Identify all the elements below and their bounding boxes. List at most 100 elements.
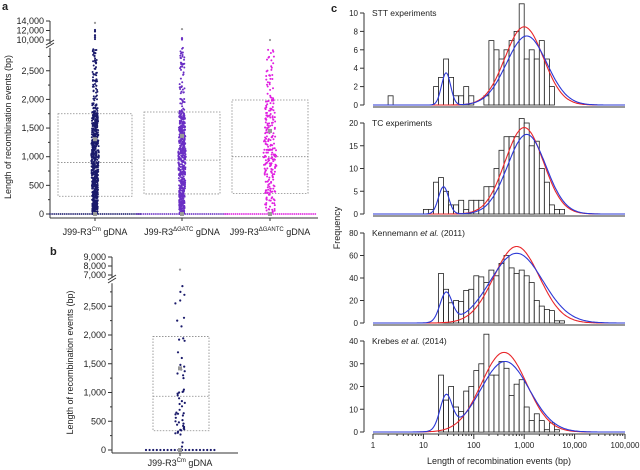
data-point (184, 148, 187, 150)
data-point (182, 149, 185, 152)
y-tick-label: 12,000 (16, 26, 44, 36)
data-point (94, 119, 97, 122)
y-axis-label: Length of recombination events (bp) (3, 55, 13, 199)
data-point (272, 153, 275, 156)
data-point (94, 49, 97, 52)
x-tick-label: 100,000 (611, 441, 640, 450)
data-point (91, 174, 93, 177)
data-point (314, 213, 317, 215)
data-point (257, 213, 260, 215)
axis-break-mark (45, 39, 55, 49)
data-point (178, 194, 181, 197)
histogram-bar (523, 406, 530, 433)
histogram-bar (458, 95, 465, 106)
data-point (183, 177, 186, 180)
data-point (94, 184, 97, 187)
data-point (273, 190, 276, 193)
data-point (267, 124, 269, 127)
data-point (266, 92, 269, 95)
data-point (183, 114, 186, 117)
data-point (94, 79, 97, 82)
y-tick-label: 0 (354, 428, 359, 437)
panel-label-c: c (331, 3, 337, 15)
mean-marker (178, 366, 182, 371)
data-point (268, 81, 271, 84)
subplot: 0 2 4 6 8 10 STT experiments (349, 3, 625, 110)
data-point (148, 448, 151, 452)
histogram-bar (528, 49, 535, 106)
data-point (179, 299, 182, 302)
data-point (271, 134, 274, 137)
data-point (264, 189, 267, 192)
data-point (94, 135, 96, 138)
data-point (92, 60, 95, 63)
data-point (177, 154, 180, 157)
histogram-bar (458, 199, 465, 215)
data-point (95, 59, 98, 61)
data-point (272, 118, 275, 121)
data-point (264, 213, 266, 215)
data-point (179, 54, 182, 57)
histogram-bar (443, 58, 450, 106)
data-point (91, 191, 94, 194)
data-point (95, 84, 98, 87)
data-point (264, 180, 267, 183)
data-point (182, 112, 185, 115)
data-point (173, 448, 176, 452)
data-point (159, 448, 162, 452)
data-point (181, 81, 184, 84)
data-point (96, 112, 99, 115)
mean-marker (93, 137, 97, 142)
data-point (91, 133, 94, 136)
data-point (182, 71, 185, 74)
subplot: 0 20 40 60 80 Kennemann et al. (2011) (349, 228, 625, 328)
data-point (179, 77, 182, 80)
y-tick-label: 8,000 (83, 261, 106, 271)
data-point (181, 414, 184, 417)
min-marker (178, 448, 182, 452)
data-point (182, 170, 185, 173)
data-point (78, 213, 81, 215)
data-point (270, 157, 273, 160)
data-point (266, 122, 269, 125)
data-point (299, 213, 302, 215)
y-tick-label: 0 (354, 101, 359, 110)
data-point (116, 213, 119, 215)
histogram-bar (549, 204, 555, 215)
data-point (165, 213, 168, 215)
data-point (271, 176, 274, 179)
data-point (176, 213, 178, 215)
data-point (266, 103, 269, 106)
data-point (269, 187, 272, 190)
data-point (179, 92, 182, 95)
data-point (96, 126, 99, 129)
data-point (177, 167, 180, 170)
data-point (211, 213, 214, 215)
data-point (128, 213, 131, 215)
data-point (183, 293, 186, 296)
data-point (91, 145, 94, 148)
data-point (93, 165, 96, 168)
data-point (182, 377, 185, 380)
data-point (274, 155, 277, 158)
data-point (176, 351, 180, 354)
data-point (120, 213, 123, 215)
data-point (272, 132, 275, 135)
fit-curve-blue (373, 133, 625, 215)
data-point (94, 173, 97, 176)
data-point (95, 71, 98, 74)
data-point (178, 165, 181, 168)
data-point (272, 187, 275, 190)
data-point (107, 213, 110, 215)
data-point (92, 203, 95, 206)
data-point (182, 316, 186, 319)
data-point (140, 213, 143, 215)
data-point (280, 213, 283, 215)
data-point (182, 424, 185, 427)
data-point (178, 208, 181, 211)
histogram-bar (488, 374, 495, 433)
data-point (176, 372, 179, 375)
data-point (94, 154, 97, 157)
x-axis-label: Length of recombination events (bp) (427, 456, 571, 466)
data-point (271, 158, 274, 161)
